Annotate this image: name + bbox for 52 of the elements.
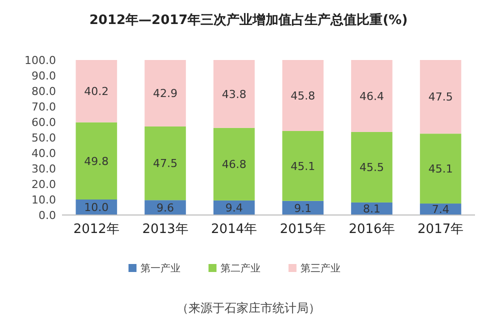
data-label: 10.0 bbox=[84, 201, 109, 214]
data-label: 9.1 bbox=[294, 202, 312, 215]
data-label: 49.8 bbox=[84, 154, 109, 168]
data-label: 45.1 bbox=[290, 160, 316, 173]
bar bbox=[282, 60, 324, 131]
data-label: 46.4 bbox=[360, 90, 384, 103]
data-label: 40.2 bbox=[84, 85, 109, 98]
x-tick-label: 2013年 bbox=[142, 222, 188, 237]
x-tick-label: 2016年 bbox=[348, 222, 395, 237]
bar bbox=[76, 122, 118, 200]
bar bbox=[213, 128, 255, 200]
data-label: 45.5 bbox=[360, 161, 384, 174]
x-tick-label: 2017年 bbox=[418, 222, 464, 237]
bar bbox=[144, 126, 186, 200]
legend-label: 第二产业 bbox=[220, 262, 260, 274]
bar bbox=[213, 60, 255, 128]
legend-label: 第一产业 bbox=[140, 262, 180, 274]
data-label: 47.5 bbox=[153, 157, 178, 170]
text: （来源于石家庄市统计局） bbox=[176, 301, 320, 315]
y-tick-label: 60.0 bbox=[32, 116, 56, 129]
bar bbox=[420, 134, 462, 204]
data-label: 7.4 bbox=[432, 203, 450, 216]
data-label: 45.1 bbox=[428, 162, 453, 176]
y-tick-label: 70.0 bbox=[32, 100, 56, 114]
x-tick-label: 2014年 bbox=[211, 222, 258, 237]
y-tick-label: 100.0 bbox=[24, 54, 56, 67]
y-tick-label: 20.0 bbox=[32, 178, 56, 191]
data-label: 46.8 bbox=[222, 158, 246, 172]
y-tick-label: 10.0 bbox=[32, 193, 56, 206]
data-label: 8.1 bbox=[363, 202, 380, 216]
y-tick-label: 30.0 bbox=[32, 162, 56, 176]
data-label: 9.4 bbox=[225, 202, 243, 215]
chart-title: 2012年—2017年三次产业增加值占生产总值比重(%) bbox=[89, 12, 408, 28]
data-label: 47.5 bbox=[428, 90, 453, 104]
data-label: 42.9 bbox=[153, 87, 178, 100]
x-tick-label: 2015年 bbox=[280, 222, 326, 237]
y-tick-label: 50.0 bbox=[32, 131, 56, 144]
bar bbox=[351, 60, 392, 132]
bar bbox=[144, 60, 186, 126]
bar bbox=[420, 60, 462, 134]
data-label: 9.6 bbox=[156, 201, 174, 214]
y-tick-label: 90.0 bbox=[32, 69, 56, 82]
data-label: 43.8 bbox=[222, 88, 246, 101]
y-tick-label: 80.0 bbox=[32, 84, 56, 98]
bar bbox=[76, 60, 118, 122]
legend-label: 第三产业 bbox=[300, 262, 340, 274]
data-label: 45.8 bbox=[290, 89, 316, 102]
y-tick-label: 40.0 bbox=[32, 146, 56, 160]
x-tick-label: 2012年 bbox=[73, 222, 120, 237]
y-tick-label: 0.0 bbox=[38, 208, 56, 222]
bar bbox=[282, 130, 324, 201]
bar bbox=[351, 132, 392, 202]
